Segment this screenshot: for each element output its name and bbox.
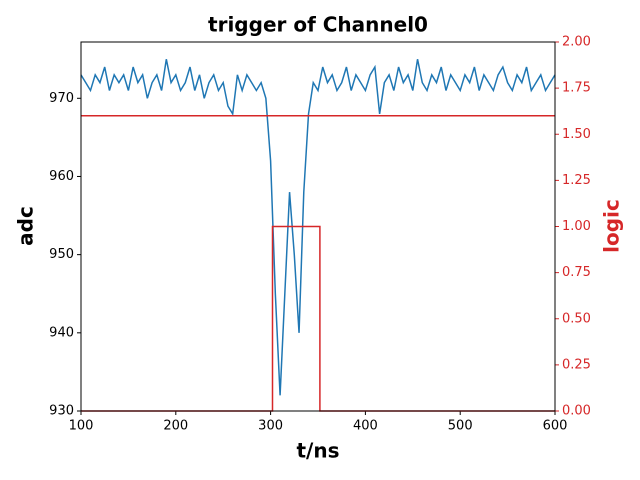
y2-tick-label: 2.00 xyxy=(562,35,591,50)
x-axis-label: t/ns xyxy=(296,439,339,463)
y2-tick-label: 0.75 xyxy=(562,265,591,280)
x-tick-label: 200 xyxy=(163,419,188,434)
plot-frame xyxy=(80,41,556,412)
y-tick-label: 970 xyxy=(49,91,74,106)
y-tick-label: 930 xyxy=(49,404,74,419)
y2-tick-label: 1.50 xyxy=(562,127,591,142)
y2-axis-label: logic xyxy=(600,199,624,253)
chart-title: trigger of Channel0 xyxy=(208,13,428,37)
x-tick-label: 100 xyxy=(69,419,94,434)
y2-tick-label: 0.50 xyxy=(562,311,591,326)
x-tick-label: 300 xyxy=(258,419,283,434)
data-line xyxy=(80,59,556,396)
y-tick-label: 940 xyxy=(49,325,74,340)
y2-tick-label: 1.25 xyxy=(562,173,591,188)
data-line xyxy=(81,225,555,412)
x-tick-label: 500 xyxy=(448,419,473,434)
y2-tick-label: 0.00 xyxy=(562,404,591,419)
y2-tick-label: 0.25 xyxy=(562,357,591,372)
y2-tick-label: 1.75 xyxy=(562,81,591,96)
y-tick-label: 950 xyxy=(49,247,74,262)
y-axis-label: adc xyxy=(14,206,38,246)
y-tick-label: 960 xyxy=(49,169,74,184)
y2-tick-label: 1.00 xyxy=(562,219,591,234)
x-tick-label: 400 xyxy=(353,419,378,434)
x-tick-label: 600 xyxy=(543,419,568,434)
